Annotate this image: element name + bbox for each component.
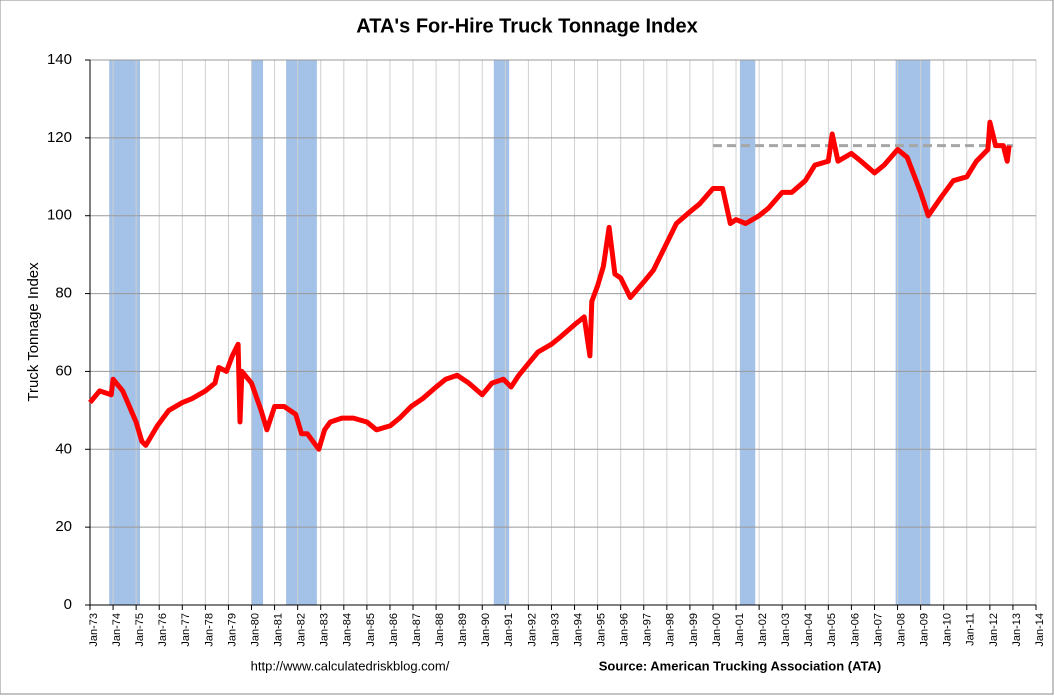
y-tick-label: 80	[55, 285, 72, 302]
x-tick-label: Jan-73	[88, 613, 100, 647]
recession-band	[739, 60, 756, 605]
x-tick-label: Jan-75	[134, 613, 146, 647]
chart-title: ATA's For-Hire Truck Tonnage Index	[356, 15, 697, 37]
series-line	[88, 119, 1012, 452]
x-tick-label: Jan-94	[572, 613, 584, 647]
recession-band	[109, 60, 140, 605]
x-tick-label: Jan-93	[549, 613, 561, 647]
y-axis-label: Truck Tonnage Index	[25, 262, 42, 402]
x-tick-label: Jan-97	[642, 613, 654, 647]
x-tick-label: Jan-07	[872, 613, 884, 647]
x-tick-label: Jan-84	[342, 613, 354, 647]
x-tick-label: Jan-09	[919, 613, 931, 647]
x-tick-label: Jan-83	[319, 613, 331, 647]
x-tick-label: Jan-08	[895, 613, 907, 647]
x-tick-label: Jan-03	[780, 613, 792, 647]
recession-band	[493, 60, 510, 605]
x-tick-label: Jan-96	[619, 613, 631, 647]
x-tick-label: Jan-87	[411, 613, 423, 647]
x-tick-label: Jan-11	[965, 613, 977, 646]
x-tick-label: Jan-06	[849, 613, 861, 647]
x-tick-label: Jan-10	[942, 613, 954, 647]
recession-band	[251, 60, 264, 605]
x-tick-label: Jan-85	[365, 613, 377, 647]
x-tick-label: Jan-80	[249, 613, 261, 647]
x-tick-label: Jan-01	[734, 613, 746, 647]
x-tick-label: Jan-91	[503, 613, 515, 647]
x-tick-label: Jan-78	[203, 613, 215, 647]
x-tick-label: Jan-88	[434, 613, 446, 647]
x-tick-label: Jan-04	[803, 613, 815, 647]
x-tick-label: Jan-12	[988, 613, 1000, 647]
y-tick-label: 120	[47, 129, 72, 146]
x-tick-label: Jan-90	[480, 613, 492, 647]
x-tick-label: Jan-74	[111, 613, 123, 647]
recession-band	[286, 60, 317, 605]
footer-source: Source: American Trucking Association (A…	[599, 658, 881, 673]
y-tick-label: 0	[64, 596, 72, 613]
x-tick-label: Jan-86	[388, 613, 400, 647]
x-tick-label: Jan-77	[180, 613, 192, 647]
footer-url: http://www.calculatedriskblog.com/	[251, 658, 450, 673]
x-tick-label: Jan-00	[711, 613, 723, 647]
y-tick-label: 20	[55, 518, 72, 535]
x-tick-label: Jan-13	[1011, 613, 1023, 647]
x-tick-label: Jan-89	[457, 613, 469, 647]
x-tick-label: Jan-95	[596, 613, 608, 647]
x-tick-label: Jan-14	[1034, 613, 1046, 647]
x-tick-label: Jan-82	[296, 613, 308, 647]
y-tick-label: 140	[47, 51, 72, 68]
y-tick-label: 40	[55, 440, 72, 457]
x-tick-label: Jan-79	[226, 613, 238, 647]
recession-band	[895, 60, 931, 605]
x-tick-label: Jan-99	[688, 613, 700, 647]
x-tick-label: Jan-81	[272, 613, 284, 647]
x-tick-label: Jan-76	[157, 613, 169, 647]
y-tick-label: 100	[47, 207, 72, 224]
x-tick-label: Jan-05	[826, 613, 838, 647]
y-tick-label: 60	[55, 362, 72, 379]
x-tick-label: Jan-98	[665, 613, 677, 647]
x-tick-label: Jan-02	[757, 613, 769, 647]
x-tick-label: Jan-92	[526, 613, 538, 647]
